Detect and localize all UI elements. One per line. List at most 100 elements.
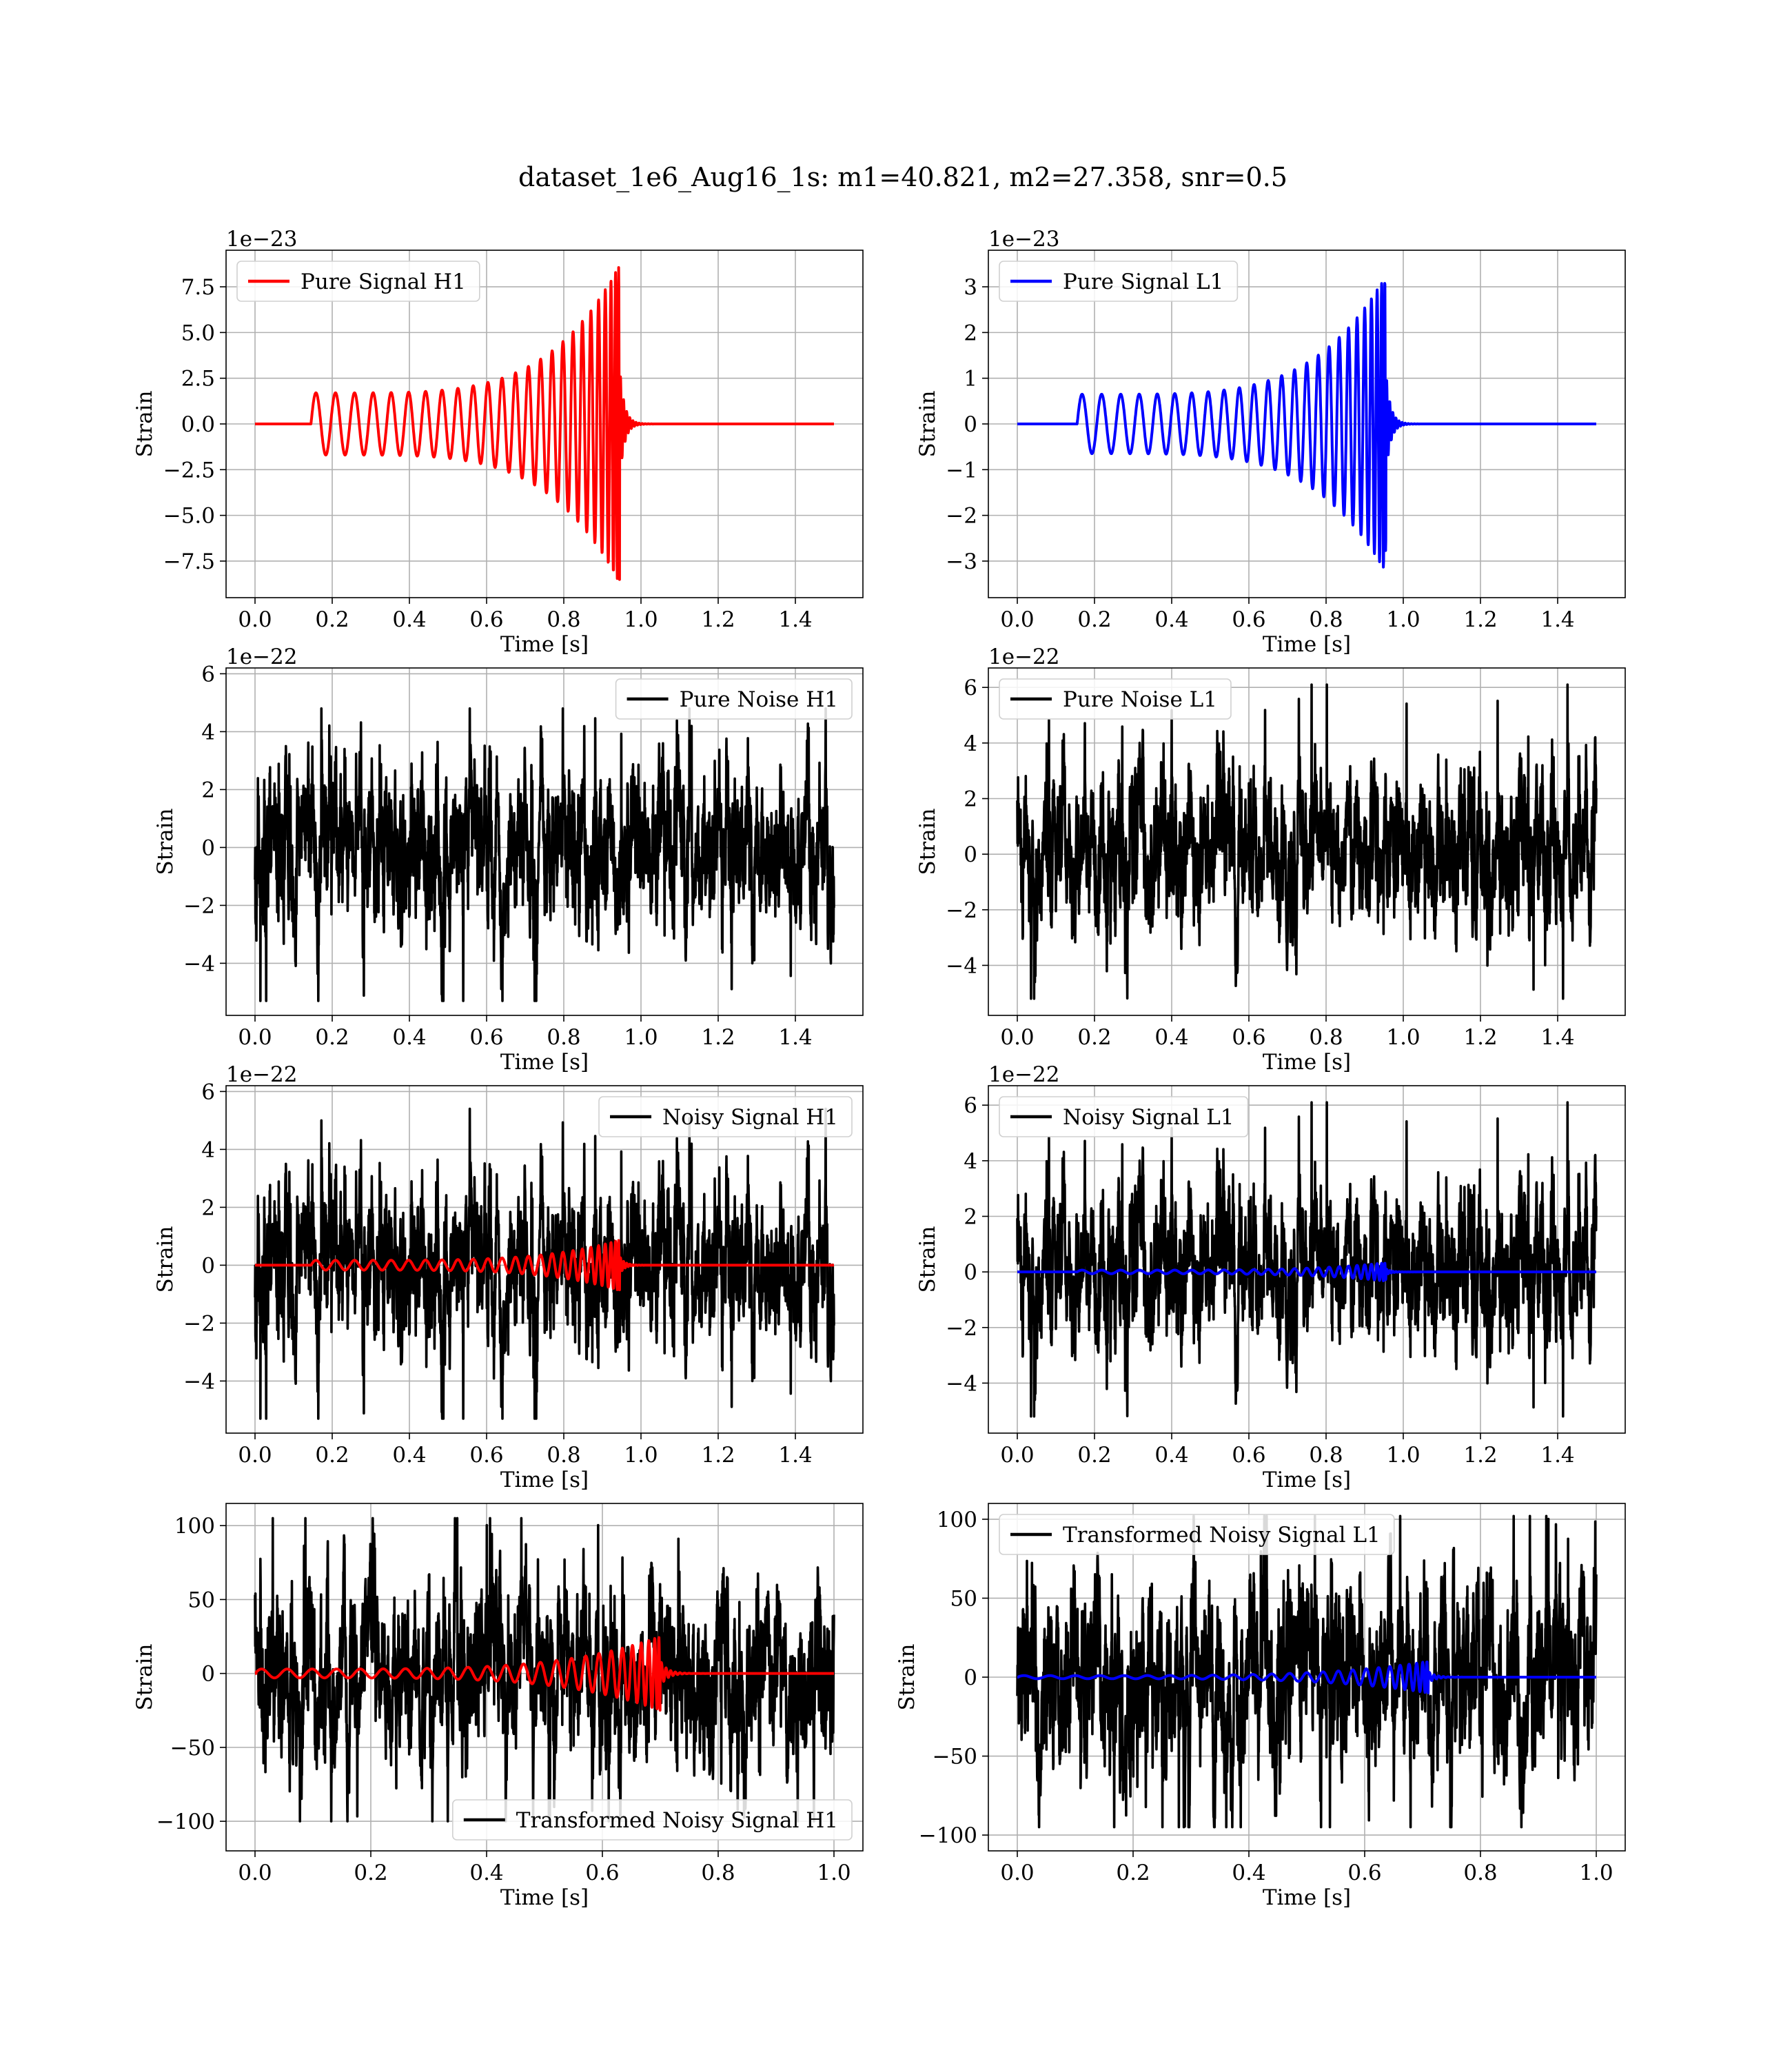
- y-axis-label: Strain: [153, 1226, 178, 1293]
- pure-noise-h1-panel: 0.0 0.2 0.4 0.6 0.8 1.0 1.2 1.4 −4 −2 0 2 4 6 Time [s]…: [153, 645, 864, 1075]
- y-tick-label: −4: [946, 1371, 977, 1396]
- x-tick-label: 0.6: [1232, 1025, 1265, 1050]
- x-tick-label: 0.0: [1000, 1861, 1034, 1885]
- y-tick-label: 1: [964, 367, 977, 392]
- axes-frame: [225, 1085, 864, 1434]
- y-tick-label: 3: [964, 275, 977, 300]
- y-tick-label: 2.5: [181, 367, 215, 392]
- y-tick-label: 50: [188, 1588, 215, 1612]
- y-axis-label: Strain: [915, 391, 940, 458]
- y-tick-label: −2: [183, 893, 215, 918]
- legend-label: Pure Signal H1: [301, 270, 466, 294]
- x-axis-label: Time [s]: [500, 1885, 589, 1910]
- y-tick-label: −50: [933, 1745, 977, 1770]
- y-tick-label: −2: [946, 898, 977, 923]
- x-tick-label: 0.2: [1077, 1443, 1111, 1468]
- x-tick-label: 0.8: [701, 1861, 735, 1885]
- y-tick-label: 7.5: [181, 275, 215, 300]
- x-tick-label: 0.2: [315, 1443, 349, 1468]
- x-axis-label: Time [s]: [1263, 1885, 1351, 1910]
- y-tick-label: 0.0: [181, 412, 215, 437]
- axis-offset-text: 1e−22: [988, 645, 1060, 669]
- legend-label: Transformed Noisy Signal L1: [1063, 1523, 1381, 1548]
- x-tick-label: 0.4: [392, 607, 426, 632]
- y-tick-label: 2: [964, 787, 977, 812]
- legend: Noisy Signal H1: [598, 1096, 853, 1137]
- series-group: [254, 266, 835, 581]
- y-tick-label: 0: [201, 835, 215, 860]
- x-tick-label: 1.4: [1540, 1443, 1574, 1468]
- x-tick-label: 1.2: [1463, 607, 1497, 632]
- y-tick-label: 2: [201, 778, 215, 802]
- y-tick-label: −4: [183, 951, 215, 976]
- x-tick-label: 1.0: [1386, 1443, 1420, 1468]
- x-tick-label: 0.2: [1077, 607, 1111, 632]
- x-tick-label: 0.8: [1309, 1025, 1343, 1050]
- legend-label: Noisy Signal L1: [1063, 1105, 1234, 1130]
- pure-signal-l1-panel: 0.0 0.2 0.4 0.6 0.8 1.0 1.2 1.4 −3 −2 −1 0 1 2 3 Time […: [915, 227, 1626, 657]
- y-tick-label: −2: [946, 504, 977, 529]
- y-axis-label: Strain: [915, 809, 940, 875]
- x-tick-label: 1.4: [1540, 1025, 1574, 1050]
- axes-frame: [225, 1503, 864, 1852]
- x-tick-label: 0.2: [354, 1861, 387, 1885]
- y-tick-label: 4: [964, 731, 977, 756]
- pure-signal-h1-panel: 0.0 0.2 0.4 0.6 0.8 1.0 1.2 1.4 −7.5 −5.0 −2.5 0.0 2…: [132, 227, 864, 657]
- legend: Noisy Signal L1: [999, 1096, 1249, 1137]
- y-tick-label: −50: [170, 1736, 215, 1761]
- x-tick-label: 0.0: [238, 1025, 272, 1050]
- legend-box: [236, 261, 480, 302]
- series-group: [1016, 683, 1598, 1000]
- x-tick-label: 1.4: [1540, 607, 1574, 632]
- x-tick-label: 0.0: [238, 1861, 272, 1885]
- x-tick-label: 0.2: [315, 607, 349, 632]
- x-tick-label: 1.2: [1463, 1025, 1497, 1050]
- x-tick-label: 0.0: [1000, 1443, 1034, 1468]
- legend-box: [451, 1799, 853, 1841]
- y-tick-label: −2.5: [163, 458, 215, 483]
- axis-offset-text: 1e−23: [226, 227, 298, 252]
- x-tick-label: 0.4: [1154, 1025, 1188, 1050]
- legend-box: [999, 1096, 1249, 1137]
- x-tick-label: 0.8: [1463, 1861, 1497, 1885]
- series-group: [1016, 1514, 1598, 1829]
- x-tick-label: 0.6: [469, 607, 503, 632]
- x-tick-label: 0.0: [238, 607, 272, 632]
- x-tick-label: 0.8: [547, 607, 580, 632]
- y-tick-label: −4: [946, 953, 977, 978]
- x-axis-label: Time [s]: [1263, 1050, 1351, 1075]
- transformed-noisy-signal-h1-overlay-line: [254, 1636, 835, 1712]
- pure-noise-h1-line: [254, 707, 835, 1002]
- series-group: [254, 1107, 835, 1420]
- series-group: [254, 707, 835, 1002]
- y-tick-label: 2: [964, 321, 977, 345]
- x-tick-label: 1.2: [701, 1443, 735, 1468]
- y-tick-label: 4: [964, 1149, 977, 1174]
- axis-offset-text: 1e−23: [988, 227, 1060, 252]
- pure-signal-h1-line: [254, 266, 835, 581]
- y-tick-label: −4: [183, 1369, 215, 1394]
- legend: Pure Noise L1: [999, 678, 1232, 720]
- transformed-noisy-signal-l1-line: [1016, 1514, 1598, 1829]
- x-tick-label: 0.8: [547, 1025, 580, 1050]
- y-axis-label: Strain: [895, 1644, 919, 1711]
- y-tick-label: 0: [964, 412, 977, 437]
- y-tick-label: 0: [201, 1662, 215, 1687]
- x-tick-label: 0.8: [1309, 607, 1343, 632]
- x-tick-label: 0.4: [469, 1861, 503, 1885]
- x-tick-label: 0.2: [315, 1025, 349, 1050]
- x-tick-label: 1.0: [1386, 1025, 1420, 1050]
- x-tick-label: 1.0: [817, 1861, 851, 1885]
- x-axis-label: Time [s]: [500, 632, 589, 657]
- x-tick-label: 0.8: [1309, 1443, 1343, 1468]
- x-tick-label: 0.0: [1000, 1025, 1034, 1050]
- x-tick-label: 1.0: [1386, 607, 1420, 632]
- x-tick-label: 0.6: [469, 1443, 503, 1468]
- transformed-noisy-signal-h1-line: [254, 1517, 835, 1823]
- noisy-signal-l1-overlay-line: [1016, 1261, 1598, 1282]
- x-tick-label: 1.0: [1579, 1861, 1613, 1885]
- y-tick-label: 6: [964, 1093, 977, 1118]
- legend-box: [999, 261, 1239, 302]
- x-axis-label: Time [s]: [500, 1468, 589, 1492]
